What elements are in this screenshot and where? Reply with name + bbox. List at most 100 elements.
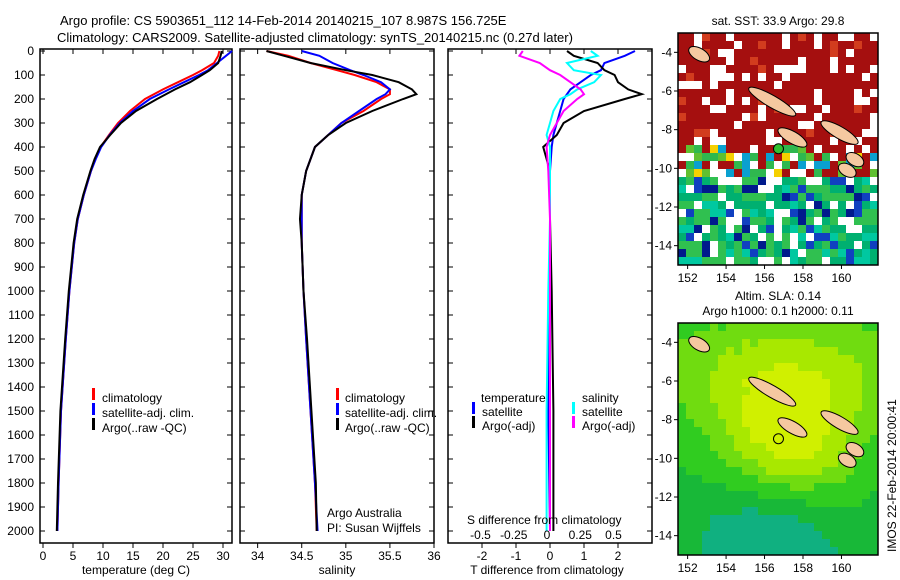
- map-cell: [838, 33, 846, 41]
- map-cell: [726, 113, 734, 121]
- map-cell: [750, 129, 758, 137]
- map-cell: [854, 515, 862, 523]
- map-cell: [742, 459, 750, 467]
- map-cell: [710, 57, 718, 65]
- map-cell: [678, 323, 686, 331]
- legend-swatch: [336, 388, 339, 400]
- map-cell: [870, 347, 878, 355]
- map-cell: [718, 323, 726, 331]
- map-cell: [790, 153, 798, 161]
- map-cell: [742, 41, 750, 49]
- map-cell: [814, 507, 822, 515]
- map-cell: [814, 491, 822, 499]
- map-cell: [710, 225, 718, 233]
- map-cell: [838, 89, 846, 97]
- x-tick-label: 15: [126, 549, 140, 563]
- map-cell: [734, 113, 742, 121]
- map-cell: [854, 113, 862, 121]
- map-cell: [758, 435, 766, 443]
- map-cell: [702, 419, 710, 427]
- map-cell: [806, 499, 814, 507]
- map-cell: [806, 363, 814, 371]
- map-cell: [702, 121, 710, 129]
- map-cell: [750, 241, 758, 249]
- map-cell: [782, 193, 790, 201]
- map-cell: [814, 201, 822, 209]
- map-cell: [790, 475, 798, 483]
- map-cell: [710, 419, 718, 427]
- map-cell: [774, 323, 782, 331]
- map-cell: [718, 475, 726, 483]
- map-cell: [742, 515, 750, 523]
- map-cell: [814, 531, 822, 539]
- legend-satellite: satellite-adj. clim.: [345, 406, 437, 420]
- map-cell: [766, 371, 774, 379]
- map-cell: [814, 475, 822, 483]
- map-cell: [870, 475, 878, 483]
- map-cell: [702, 403, 710, 411]
- map-cell: [718, 49, 726, 57]
- map-cell: [766, 339, 774, 347]
- map-cell: [726, 129, 734, 137]
- map-cell: [846, 113, 854, 121]
- map-cell: [870, 233, 878, 241]
- map-cell: [758, 339, 766, 347]
- map-cell: [806, 177, 814, 185]
- map-cell: [838, 113, 846, 121]
- map-cell: [838, 201, 846, 209]
- map-cell: [830, 169, 838, 177]
- map-cell: [678, 427, 686, 435]
- map-cell: [798, 129, 806, 137]
- map-cell: [686, 145, 694, 153]
- map-cell: [854, 539, 862, 547]
- map-cell: [678, 105, 686, 113]
- map-cell: [838, 475, 846, 483]
- map-cell: [798, 499, 806, 507]
- map-cell: [750, 355, 758, 363]
- map-cell: [686, 225, 694, 233]
- map-cell: [718, 499, 726, 507]
- map-cell: [710, 153, 718, 161]
- map-cell: [686, 483, 694, 491]
- plot-frame: [239, 48, 435, 544]
- map-cell: [782, 41, 790, 49]
- map-cell: [790, 323, 798, 331]
- map-cell: [830, 483, 838, 491]
- title-line1: Argo profile: CS 5903651_112 14-Feb-2014…: [60, 13, 507, 28]
- map-cell: [806, 451, 814, 459]
- map-cell: [838, 379, 846, 387]
- map-cell: [806, 419, 814, 427]
- map-cell: [694, 523, 702, 531]
- map-cell: [806, 347, 814, 355]
- map-cell: [758, 153, 766, 161]
- map-cell: [702, 435, 710, 443]
- map-cell: [710, 233, 718, 241]
- map-cell: [790, 169, 798, 177]
- map-cell: [798, 177, 806, 185]
- map-cell: [862, 129, 870, 137]
- map-cell: [782, 507, 790, 515]
- map-cell: [694, 371, 702, 379]
- lon-tick-label: 156: [755, 271, 775, 285]
- map-cell: [758, 347, 766, 355]
- map-cell: [766, 499, 774, 507]
- map-cell: [710, 201, 718, 209]
- map-cell: [862, 241, 870, 249]
- island-landmass: [820, 120, 859, 145]
- map-cell: [750, 483, 758, 491]
- map-cell: [838, 483, 846, 491]
- map-cell: [830, 491, 838, 499]
- map-cell: [774, 531, 782, 539]
- map-cell: [830, 145, 838, 153]
- map-cell: [686, 241, 694, 249]
- map-cell: [870, 483, 878, 491]
- map-cell: [686, 169, 694, 177]
- map-cell: [846, 105, 854, 113]
- map-cell: [790, 97, 798, 105]
- map-cell: [846, 371, 854, 379]
- map-cell: [774, 547, 782, 555]
- map-cell: [766, 185, 774, 193]
- map-cell: [774, 443, 782, 451]
- map-cell: [814, 371, 822, 379]
- map-cell: [766, 113, 774, 121]
